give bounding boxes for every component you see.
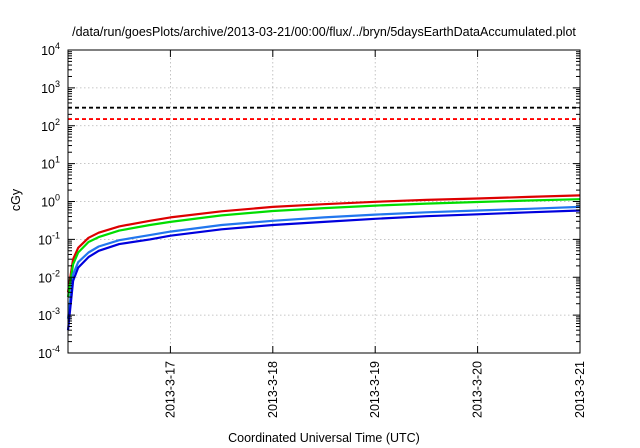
y-tick-base: 10 [41,120,55,134]
y-tick-label: 10-1 [38,230,60,247]
y-tick-label: 103 [41,79,60,96]
y-tick-label: 104 [41,41,60,58]
series-line [66,205,581,319]
y-tick-exponent: 4 [55,41,60,51]
y-axis-label: cGy [9,188,23,211]
y-tick-exponent: 1 [55,155,60,165]
x-tick-label: 2013-3-21 [573,361,587,418]
y-tick-exponent: -2 [52,268,60,278]
series-lines [66,194,581,331]
chart-title: /data/run/goesPlots/archive/2013-03-21/0… [72,25,576,39]
y-tick-exponent: 0 [55,193,60,203]
y-tick-label: 10-2 [38,268,60,285]
y-tick-exponent: -4 [52,344,60,354]
y-tick-base: 10 [38,233,52,247]
y-tick-base: 10 [41,196,55,210]
x-tick-label: 2013-3-20 [471,361,485,418]
y-tick-label: 102 [41,117,60,134]
x-axis: 2013-3-17 2013-3-18 2013-3-19 2013-3-20 2013… [163,50,587,418]
series-line [66,194,581,293]
series-line [66,209,581,331]
y-tick-base: 10 [41,158,55,172]
x-tick-label: 2013-3-17 [163,361,177,418]
y-tick-exponent: 2 [55,117,60,127]
y-tick-exponent: 3 [55,79,60,89]
x-tick-label: 2013-3-19 [368,361,382,418]
y-tick-base: 10 [41,82,55,96]
grid [68,50,580,353]
series-line [66,198,581,298]
x-axis-label: Coordinated Universal Time (UTC) [228,431,420,445]
y-tick-label: 101 [41,155,60,172]
y-tick-base: 10 [38,271,52,285]
y-tick-label: 10-3 [38,306,60,323]
y-tick-base: 10 [41,44,55,58]
y-tick-exponent: -3 [52,306,60,316]
threshold-lines [68,106,580,120]
y-tick-label: 100 [41,193,60,210]
y-tick-base: 10 [38,309,52,323]
y-tick-label: 10-4 [38,344,60,361]
x-tick-label: 2013-3-18 [266,361,280,418]
y-tick-exponent: -1 [52,230,60,240]
y-tick-base: 10 [38,347,52,361]
